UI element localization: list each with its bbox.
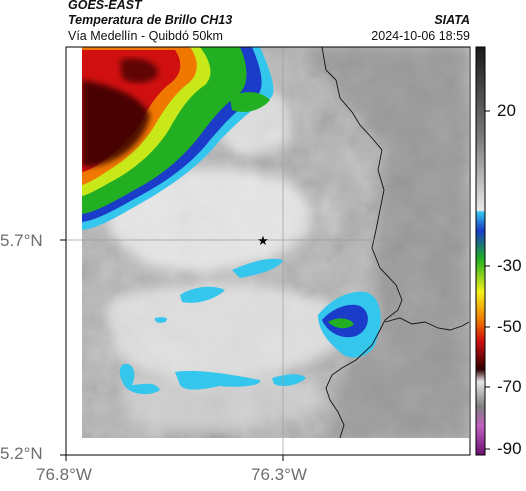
lat-tick-label: 5.2°N xyxy=(0,444,43,463)
lon-tick-label: 76.3°W xyxy=(251,465,307,484)
location-star-icon: ★ xyxy=(257,234,269,249)
colorbar-ticks xyxy=(485,110,490,450)
satellite-title: GOES-EAST xyxy=(68,0,142,12)
lat-tick-label: 5.7°N xyxy=(0,231,43,250)
political-borders xyxy=(321,47,469,438)
region-subtitle: Vía Medellín - Quibdó 50km xyxy=(68,29,223,43)
colorbar-tick-label: -50 xyxy=(497,317,522,336)
colorbar xyxy=(475,46,486,456)
colorbar-tick-label: -90 xyxy=(497,439,522,458)
convective-cloud xyxy=(82,47,274,230)
cold-core-inner xyxy=(328,318,354,329)
source-label: SIATA xyxy=(434,13,470,27)
map-border xyxy=(65,46,471,456)
imagery-layer xyxy=(82,47,469,438)
colorbar-tick-label: -30 xyxy=(497,256,522,275)
timestamp: 2024-10-06 18:59 xyxy=(371,29,470,43)
product-title: Temperatura de Brillo CH13 xyxy=(68,13,233,27)
colorbar-tick-label: 20 xyxy=(497,101,516,120)
colorbar-tick-label: -70 xyxy=(497,377,522,396)
lon-tick-label: 76.8°W xyxy=(36,465,92,484)
